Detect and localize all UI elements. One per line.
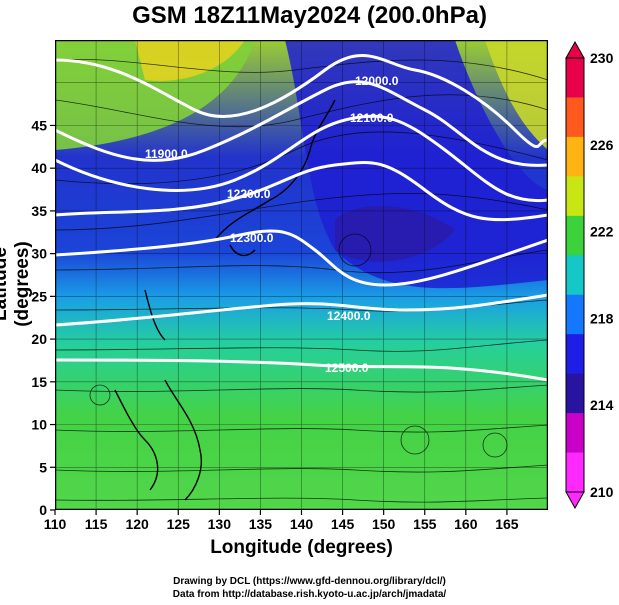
- x-tick-label: 130: [208, 516, 232, 532]
- colorbar-segment: [566, 452, 584, 493]
- y-tick-label: 0: [39, 502, 47, 518]
- colorbar-segment: [566, 97, 584, 138]
- credit-drawing: Drawing by DCL (https://www.gfd-dennou.o…: [173, 576, 446, 587]
- colorbar-tick-label: 218: [590, 310, 614, 326]
- y-axis-label: Latitude (degrees): [0, 241, 33, 327]
- colorbar-segment: [566, 58, 584, 98]
- x-tick-labels: 110 115 120 125 130 135 140 145 150 155 160 165: [44, 510, 519, 532]
- colorbar-segment: [566, 136, 584, 177]
- map-plot-area: 11900.0 12000.0 12100.0 12200.0 12300.0 …: [54, 39, 549, 511]
- map-svg: 11900.0 12000.0 12100.0 12200.0 12300.0 …: [54, 39, 549, 511]
- credits: Drawing by DCL (https://www.gfd-dennou.o…: [0, 575, 619, 601]
- colorbar-tick-label: 214: [590, 397, 614, 413]
- y-tick-label: 40: [31, 160, 47, 176]
- contour-line-12000: [54, 80, 549, 167]
- contour-line-11900: [54, 53, 549, 148]
- colorbar-frame: [565, 57, 585, 493]
- x-tick-label: 110: [44, 516, 67, 532]
- x-tick-label: 160: [454, 516, 478, 532]
- contour-label-12300: 12300.0: [230, 231, 274, 245]
- x-tick-label: 120: [125, 516, 149, 532]
- x-axis-label: Longitude (degrees): [210, 537, 393, 558]
- coastlines: [114, 99, 336, 501]
- colorbar-segment: [566, 176, 584, 217]
- contour-label-12400: 12400.0: [327, 309, 371, 323]
- y-tick-label: 25: [31, 288, 47, 304]
- y-tick-label: 5: [39, 459, 47, 475]
- x-tick-label: 135: [249, 516, 273, 532]
- x-tick-label: 115: [85, 516, 108, 532]
- colorbar-top-arrow: [565, 40, 585, 59]
- grid: [55, 40, 548, 510]
- contour-label-11900: 11900.0: [145, 147, 188, 161]
- colorbar-tick-label: 230: [590, 50, 614, 66]
- colorbar-tick-label: 226: [590, 137, 614, 153]
- y-tick-labels: 0 5 10 15 20 25 30 35 40 45: [31, 117, 55, 518]
- colorbar-tick-label: 210: [590, 484, 614, 500]
- credit-data: Data from http://database.rish.kyoto-u.a…: [172, 589, 447, 600]
- x-tick-label: 165: [495, 516, 519, 532]
- warm-core-nw: [135, 40, 245, 81]
- x-tick-label: 155: [413, 516, 437, 532]
- y-tick-label: 20: [31, 331, 47, 347]
- colorbar-tick-label: 222: [590, 224, 614, 240]
- contour-label-12200: 12200.0: [227, 187, 271, 201]
- x-tick-label: 150: [372, 516, 396, 532]
- colorbar-segment: [566, 413, 584, 454]
- contour-line-12400: [54, 293, 549, 327]
- y-tick-label: 15: [31, 374, 47, 390]
- colorbar-segment: [566, 294, 584, 335]
- plot-frame: [54, 39, 549, 511]
- contour-line-12500: [54, 358, 549, 382]
- colorbar-bottom-arrow: [565, 491, 585, 510]
- x-tick-label: 140: [290, 516, 314, 532]
- colorbar-segment: [566, 215, 584, 256]
- y-tick-label: 10: [31, 417, 47, 433]
- x-tick-label: 145: [331, 516, 355, 532]
- y-tick-label: 35: [31, 203, 47, 219]
- height-contours: [54, 53, 549, 382]
- colorbar: 230 226 222 218 214 210: [565, 40, 614, 510]
- y-tick-label: 30: [31, 246, 47, 262]
- colorbar-segment: [566, 255, 584, 296]
- contour-line-12100: [54, 114, 549, 203]
- contour-label-12500: 12500.0: [325, 361, 369, 375]
- colorbar-segment: [566, 373, 584, 414]
- colorbar-segment: [566, 334, 584, 375]
- chart-title: GSM 18Z11May2024 (200.0hPa): [132, 2, 487, 29]
- contour-label-12100: 12100.0: [350, 111, 394, 125]
- x-tick-label: 125: [167, 516, 191, 532]
- y-tick-label: 45: [31, 117, 47, 133]
- contour-line-12300: [54, 229, 549, 287]
- contour-label-12000: 12000.0: [355, 74, 399, 88]
- contour-line-12200: [54, 161, 549, 222]
